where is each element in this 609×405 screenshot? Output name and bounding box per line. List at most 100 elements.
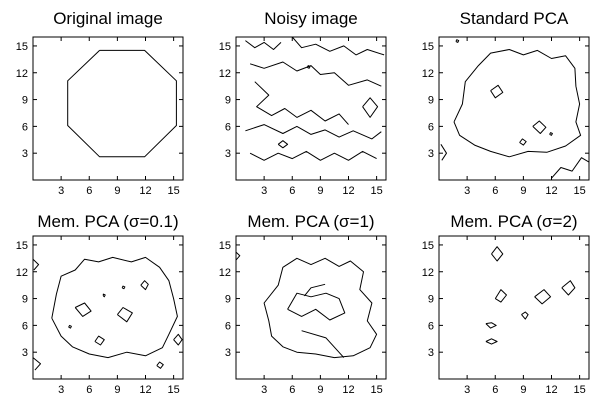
y-tick-label: 9 [225,294,231,306]
contour-line [33,357,41,371]
contour-line [494,289,507,303]
x-tick-label: 6 [86,384,92,396]
contour-line [173,333,183,346]
x-tick-label: 3 [261,185,267,197]
contour-group [67,49,177,158]
panel-mem-pca-sigma-2: Mem. PCA (σ=2) 3 6 9 12 15 3 6 9 12 15 [422,212,590,396]
contour-line [121,285,126,290]
contour-line [102,293,106,298]
contour-line [304,283,326,297]
y-tick-label: 3 [428,148,434,160]
x-tick-label: 9 [520,384,526,396]
plot-frame [235,235,387,380]
x-tick-label: 9 [114,384,120,396]
y-tick-label: 6 [428,320,434,332]
plot-frame [438,36,590,181]
y-tick-label: 3 [22,347,28,359]
contour-group [236,251,378,359]
contour-line [236,251,241,261]
y-tick-label: 3 [225,347,231,359]
panel-title: Noisy image [264,9,358,28]
panel-title: Standard PCA [460,9,569,28]
contour-line [362,97,379,118]
x-tick-label: 3 [261,384,267,396]
y-tick-label: 15 [16,240,28,252]
contour-line [549,132,553,136]
contour-line [249,61,382,87]
x-tick-label: 3 [464,384,470,396]
y-tick-label: 12 [16,68,28,80]
contour-line [551,157,589,179]
y-tick-label: 3 [225,148,231,160]
panel-title: Original image [53,9,163,28]
contour-line [301,330,345,358]
x-tick-label: 15 [574,185,586,197]
contour-line [33,258,40,271]
x-tick-label: 12 [545,185,557,197]
y-tick-label: 12 [219,68,231,80]
x-tick-label: 15 [168,384,180,396]
y-tick-label: 15 [219,240,231,252]
panel-original-image: Original image 3 6 9 12 15 3 6 9 12 15 [16,9,184,197]
contour-line [534,289,552,305]
y-tick-label: 12 [422,68,434,80]
contour-line [519,138,527,146]
y-tick-label: 15 [422,240,434,252]
panel-mem-pca-sigma-0-1: Mem. PCA (σ=0.1) 3 6 9 12 15 3 6 9 12 15 [16,212,184,396]
y-tick-label: 6 [225,320,231,332]
y-tick-label: 9 [22,95,28,107]
contour-line [249,150,377,161]
x-tick-label: 3 [58,384,64,396]
x-tick-label: 6 [492,185,498,197]
y-tick-label: 15 [422,41,434,53]
plot-frame [438,235,590,380]
contour-group [33,256,183,371]
y-tick-label: 3 [428,347,434,359]
y-tick-label: 6 [428,121,434,133]
y-tick-label: 15 [16,41,28,53]
y-tick-label: 12 [422,267,434,279]
contour-line [277,140,289,149]
contour-group [440,39,589,179]
plot-frame [32,235,184,380]
plot-frame [235,36,387,181]
x-tick-label: 12 [545,384,557,396]
x-tick-label: 15 [371,384,383,396]
contour-line [263,257,378,359]
y-tick-label: 6 [22,320,28,332]
x-tick-label: 3 [58,185,64,197]
contour-line [491,246,504,262]
plot-frame [32,36,184,181]
x-tick-label: 12 [139,384,151,396]
contour-line [140,280,149,291]
x-tick-label: 15 [574,384,586,396]
x-tick-label: 6 [289,185,295,197]
contour-line [485,338,498,345]
x-tick-label: 6 [289,384,295,396]
contour-line [521,311,529,320]
contour-line [561,280,576,296]
y-tick-label: 9 [428,294,434,306]
x-tick-label: 15 [371,185,383,197]
contour-line [485,322,497,329]
panel-noisy-image: Noisy image 3 6 9 12 15 3 6 9 12 15 [219,9,387,197]
contour-line [440,144,447,161]
contour-line [532,120,547,134]
contour-line [156,361,164,369]
x-tick-label: 12 [139,185,151,197]
contour-line [117,307,133,323]
y-tick-label: 9 [22,294,28,306]
panel-mem-pca-sigma-1: Mem. PCA (σ=1) 3 6 9 12 15 3 6 9 12 15 [219,212,387,396]
x-tick-label: 9 [317,384,323,396]
y-tick-label: 6 [225,121,231,133]
contour-line [453,49,582,158]
x-tick-label: 12 [342,384,354,396]
x-tick-label: 9 [317,185,323,197]
x-tick-label: 9 [114,185,120,197]
y-tick-label: 9 [428,95,434,107]
contour-line [245,124,382,140]
x-tick-label: 12 [342,185,354,197]
x-tick-label: 15 [168,185,180,197]
y-tick-label: 12 [16,267,28,279]
